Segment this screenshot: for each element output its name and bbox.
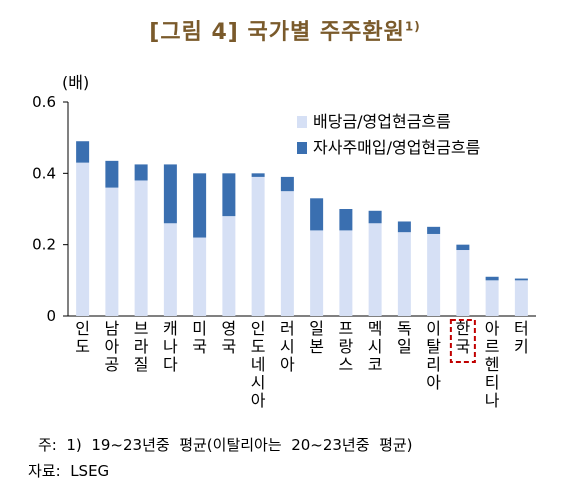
source-note: 자료: LSEG <box>28 462 110 480</box>
bar-dividend <box>76 162 90 316</box>
bar-dividend <box>134 180 148 316</box>
y-tick-label: 0.6 <box>32 93 56 111</box>
legend-label: 배당금/영업현금흐름 <box>313 112 451 131</box>
y-tick-label: 0 <box>46 307 56 325</box>
legend-label: 자사주매입/영업현금흐름 <box>313 138 480 157</box>
bar-dividend <box>368 223 382 316</box>
bar-buyback <box>105 160 119 188</box>
bar-buyback <box>514 278 528 281</box>
bar-dividend <box>222 216 236 316</box>
y-tick-label: 0.2 <box>32 236 56 254</box>
highlight-box <box>449 319 476 363</box>
bar-buyback <box>456 244 470 251</box>
bar-buyback <box>485 276 499 281</box>
chart-title: [그림 4] 국가별 주주환원1) <box>149 19 421 45</box>
bar-dividend <box>163 223 177 316</box>
bar-buyback <box>310 198 324 231</box>
bar-buyback <box>222 173 236 217</box>
legend-swatch <box>297 142 307 154</box>
y-unit-label: (배) <box>62 73 89 92</box>
bar-dividend <box>193 237 207 316</box>
bar-chart: (배) 0 0.2 0.4 0.6 인 도 남 아 공 브 라 질 캐 나 다 미 국 영 국 인 도 네 시 아 러 시 아 일 본… <box>32 73 536 410</box>
bar-buyback <box>280 176 294 192</box>
bar-buyback <box>368 210 382 224</box>
bar-dividend <box>339 230 353 316</box>
bar-buyback <box>397 221 411 233</box>
bar-dividend <box>105 187 119 316</box>
y-tick-label: 0.4 <box>32 164 56 182</box>
bar-buyback <box>76 141 90 163</box>
bar-buyback <box>193 173 207 238</box>
footnote: 주: 1) 19~23년중 평균(이탈리아는 20~23년중 평균) <box>38 436 413 454</box>
bar-buyback <box>163 164 177 224</box>
bar-dividend <box>251 176 265 316</box>
bar-buyback <box>251 173 265 177</box>
bar-buyback <box>134 164 148 181</box>
bar-dividend <box>397 232 411 316</box>
bar-dividend <box>456 250 470 316</box>
bar-dividend <box>514 280 528 316</box>
bar-dividend <box>485 280 499 316</box>
legend-swatch <box>297 116 307 128</box>
bar-dividend <box>310 230 324 316</box>
bar-dividend <box>427 233 441 316</box>
bar-buyback <box>339 209 353 231</box>
bar-dividend <box>280 191 294 316</box>
bar-buyback <box>427 226 441 234</box>
